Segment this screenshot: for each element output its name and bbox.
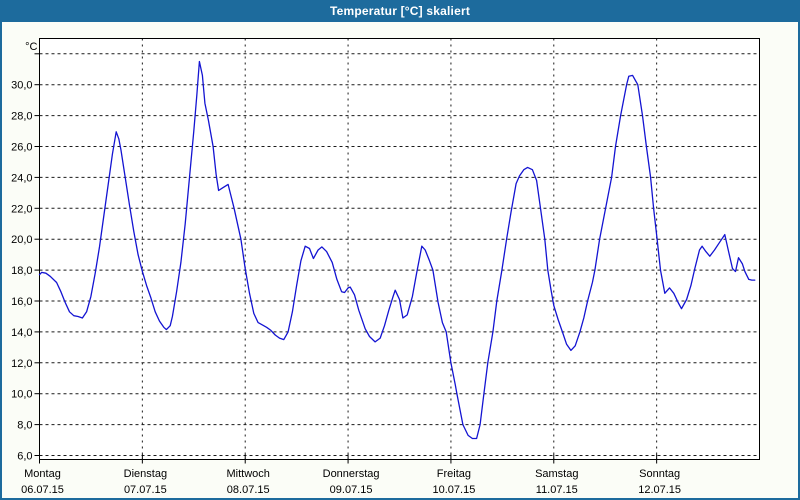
day-name-label: Montag xyxy=(24,468,61,480)
day-name-label: Sonntag xyxy=(639,468,680,480)
y-tick-label: 10,0 xyxy=(11,389,32,401)
day-name-label: Freitag xyxy=(437,468,471,480)
y-tick-label: 14,0 xyxy=(11,327,32,339)
day-name-label: Samstag xyxy=(535,468,578,480)
y-tick-label: 6,0 xyxy=(17,451,32,463)
title-bar[interactable]: Temperatur [°C] skaliert xyxy=(0,0,800,22)
day-name-label: Dienstag xyxy=(124,468,167,480)
plot-border xyxy=(39,38,760,460)
day-date-label: 11.07.15 xyxy=(536,484,578,496)
y-tick-label: 12,0 xyxy=(11,358,32,370)
day-date-label: 10.07.15 xyxy=(433,484,476,496)
temperature-line xyxy=(38,60,756,440)
plot-area xyxy=(39,38,760,460)
y-tick-label: 30,0 xyxy=(11,80,32,92)
y-tick-label: 26,0 xyxy=(11,142,32,154)
day-date-label: 06.07.15 xyxy=(21,484,64,496)
day-date-label: 09.07.15 xyxy=(330,484,373,496)
day-date-label: 07.07.15 xyxy=(124,484,167,496)
y-tick-label: 28,0 xyxy=(11,111,32,123)
day-date-label: 12.07.15 xyxy=(638,484,681,496)
x-grid-and-labels: Montag 06.07.15 Dienstag 07.07.15 Mittwoch 08… xyxy=(21,38,681,496)
day-name-label: Donnerstag xyxy=(323,468,380,480)
window-title: Temperatur [°C] skaliert xyxy=(329,4,471,18)
y-tick-label: 22,0 xyxy=(11,203,32,215)
y-tick-label: 20,0 xyxy=(11,234,32,246)
day-date-label: 08.07.15 xyxy=(227,484,270,496)
y-tick-label: 8,0 xyxy=(17,420,32,432)
day-name-label: Mittwoch xyxy=(227,468,270,480)
y-tick-label: 16,0 xyxy=(11,296,32,308)
y-tick-label: 24,0 xyxy=(11,172,32,184)
y-grid-and-labels: 30,0 28,0 26,0 24,0 22,0 20,0 18,0 16,0 14,0 12,0… xyxy=(11,53,760,463)
y-tick-label: 18,0 xyxy=(11,265,32,277)
y-axis-unit-label: °C xyxy=(25,41,37,53)
